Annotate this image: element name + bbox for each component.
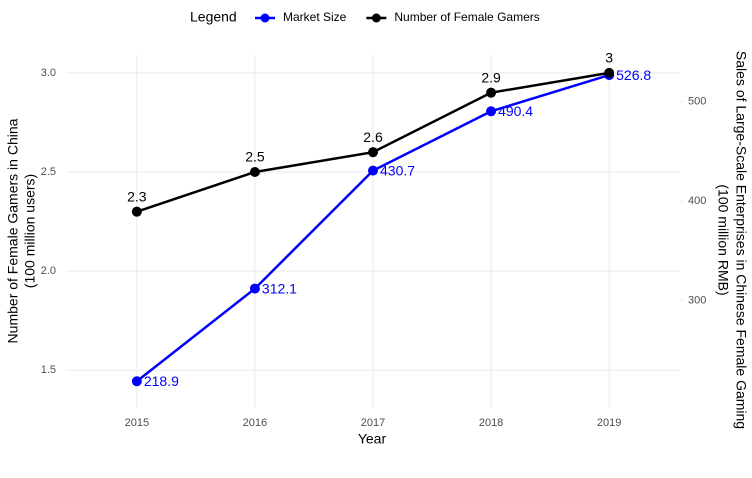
y-axis-title: (100 million users): [22, 174, 38, 288]
legend-swatch: [371, 13, 381, 23]
legend-title: Legend: [190, 9, 237, 25]
data-label: 2.3: [127, 188, 147, 204]
x-tick-label: 2018: [479, 417, 503, 429]
data-label: 526.8: [616, 67, 651, 83]
x-tick-label: 2015: [125, 417, 149, 429]
data-label: 3: [605, 50, 613, 66]
data-label: 490.4: [498, 103, 533, 119]
data-point: [486, 87, 497, 98]
y2-tick-label: 400: [688, 195, 706, 207]
data-point: [249, 167, 260, 178]
y-tick-label: 1.5: [41, 364, 56, 376]
data-label: 218.9: [144, 373, 179, 389]
y2-tick-label: 300: [688, 295, 706, 307]
data-label: 312.1: [262, 280, 297, 296]
data-point: [368, 165, 378, 176]
y2-tick-label: 500: [688, 96, 706, 108]
data-point: [486, 106, 497, 117]
legend-label: Market Size: [283, 10, 347, 24]
data-point: [249, 283, 260, 294]
x-tick-label: 2017: [361, 417, 385, 429]
y2-axis-title: Sales of Large-Scale Enterprises in Chin…: [733, 51, 749, 429]
data-point: [604, 67, 615, 78]
x-axis-title: Year: [358, 431, 387, 447]
y2-axis-title: (100 million RMB): [715, 184, 731, 295]
x-tick-label: 2016: [243, 417, 267, 429]
y-tick-label: 2.0: [41, 265, 56, 277]
y-tick-label: 3.0: [41, 67, 56, 79]
legend-label: Number of Female Gamers: [394, 10, 539, 24]
data-label: 2.5: [245, 149, 265, 165]
data-point: [131, 376, 142, 387]
data-label: 2.9: [481, 69, 501, 85]
y-tick-label: 2.5: [41, 166, 56, 178]
legend-swatch: [260, 13, 270, 23]
data-point: [131, 206, 142, 217]
x-tick-label: 2019: [597, 417, 621, 429]
data-point: [368, 147, 378, 158]
data-label: 2.6: [363, 129, 383, 145]
y-axis-title: Number of Female Gamers in China: [5, 118, 21, 343]
data-label: 430.7: [380, 162, 415, 178]
